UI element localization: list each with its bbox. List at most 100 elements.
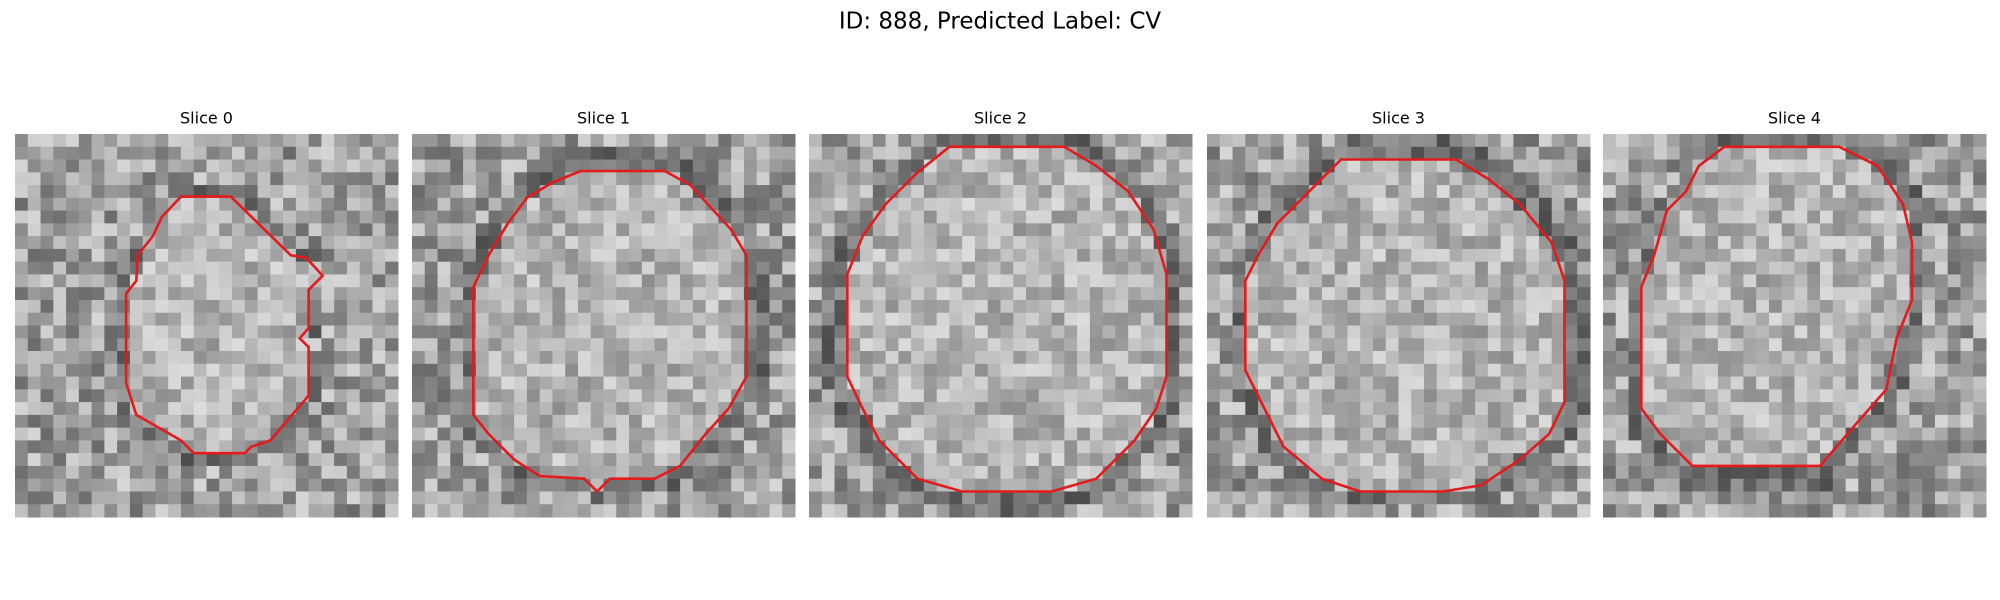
pixel	[1077, 236, 1091, 250]
pixel	[1794, 248, 1808, 263]
pixel	[78, 427, 93, 441]
pixel	[53, 491, 67, 505]
pixel	[1372, 312, 1387, 326]
pixel	[129, 453, 144, 467]
pixel	[155, 465, 169, 480]
pixel	[385, 134, 399, 148]
pixel	[809, 325, 823, 339]
pixel	[1077, 402, 1091, 416]
pixel	[295, 414, 310, 429]
pixel	[437, 427, 451, 441]
pixel	[1820, 159, 1834, 173]
pixel	[629, 402, 643, 416]
pixel	[1960, 312, 1974, 326]
pixel	[1270, 299, 1285, 314]
pixel	[1089, 223, 1104, 237]
pixel	[219, 491, 233, 505]
pixel	[577, 376, 592, 390]
pixel	[1730, 146, 1744, 161]
pixel	[1538, 453, 1553, 467]
pixel	[1166, 134, 1180, 148]
pixel	[27, 223, 42, 237]
pixel	[1692, 338, 1706, 352]
pixel	[1717, 414, 1732, 429]
pixel	[1436, 312, 1451, 326]
pixel	[1245, 185, 1259, 199]
pixel	[885, 248, 899, 263]
pixel	[180, 223, 195, 237]
pixel	[463, 172, 477, 186]
pixel	[603, 274, 617, 288]
pixel	[718, 274, 732, 288]
pixel	[1321, 351, 1336, 365]
pixel	[308, 134, 322, 148]
pixel	[372, 363, 386, 378]
pixel	[1153, 287, 1167, 301]
pixel	[514, 299, 528, 314]
pixel	[193, 453, 207, 467]
pixel	[142, 402, 156, 416]
pixel	[142, 440, 156, 454]
pixel	[1717, 299, 1732, 314]
pixel	[782, 325, 796, 339]
pixel	[1666, 134, 1681, 148]
pixel	[53, 465, 67, 480]
pixel	[117, 427, 131, 441]
pixel	[1064, 274, 1078, 288]
pixel	[15, 172, 29, 186]
pixel	[1603, 312, 1617, 326]
pixel	[104, 402, 118, 416]
pixel	[1140, 197, 1155, 212]
pixel	[219, 248, 233, 263]
pixel	[705, 146, 719, 161]
pixel	[514, 287, 528, 301]
pixel	[809, 440, 823, 454]
pixel	[1179, 453, 1193, 467]
pixel	[232, 376, 246, 390]
pixel	[412, 197, 426, 212]
pixel	[1564, 427, 1578, 441]
pixel	[1922, 236, 1936, 250]
pixel	[129, 363, 144, 378]
pixel	[1845, 172, 1859, 186]
pixel	[244, 299, 259, 314]
pixel	[270, 261, 284, 275]
pixel	[104, 299, 118, 314]
pixel	[1896, 236, 1910, 250]
pixel	[308, 274, 322, 288]
pixel	[1296, 146, 1310, 161]
pixel	[1730, 440, 1744, 454]
pixel	[731, 363, 745, 378]
pixel	[718, 465, 732, 480]
pixel	[1781, 478, 1795, 492]
pixel	[1807, 261, 1821, 275]
pixel	[667, 236, 681, 250]
pixel	[1781, 338, 1795, 352]
pixel	[91, 312, 105, 326]
pixel	[769, 478, 783, 492]
pixel	[1947, 491, 1961, 505]
pixel	[1000, 363, 1014, 378]
pixel	[1705, 172, 1719, 186]
pixel	[809, 299, 823, 314]
pixel	[1692, 210, 1706, 224]
pixel	[346, 248, 361, 263]
pixel	[244, 159, 259, 173]
pixel	[603, 491, 617, 505]
pixel	[1654, 351, 1668, 365]
pixel	[1334, 338, 1348, 352]
pixel	[193, 299, 207, 314]
pixel	[1526, 287, 1540, 301]
pixel	[1398, 287, 1412, 301]
pixel	[450, 159, 464, 173]
pixel	[1705, 351, 1719, 365]
pixel	[1934, 159, 1949, 173]
pixel	[1500, 338, 1514, 352]
pixel	[1449, 389, 1463, 403]
pixel	[1896, 376, 1910, 390]
pixel	[629, 376, 643, 390]
pixel	[641, 351, 656, 365]
pixel	[1334, 389, 1348, 403]
pixel	[1628, 261, 1642, 275]
pixel	[885, 159, 899, 173]
